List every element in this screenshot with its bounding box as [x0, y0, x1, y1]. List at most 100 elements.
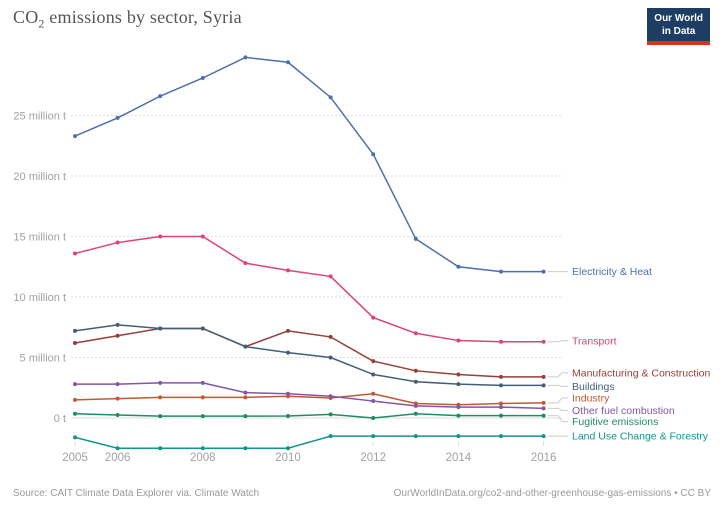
legend-label-fugitive-emissions[interactable]: Fugitive emissions — [572, 416, 658, 428]
data-point[interactable] — [158, 395, 163, 400]
data-point[interactable] — [541, 406, 546, 411]
data-point[interactable] — [73, 411, 77, 416]
data-point[interactable] — [243, 446, 248, 451]
data-point[interactable] — [371, 399, 376, 404]
data-point[interactable] — [541, 413, 546, 418]
data-point[interactable] — [115, 446, 120, 451]
data-point[interactable] — [158, 234, 163, 239]
series-line-transport[interactable] — [73, 234, 546, 344]
data-point[interactable] — [499, 405, 503, 410]
data-point[interactable] — [456, 413, 461, 418]
data-point[interactable] — [243, 261, 248, 266]
data-point[interactable] — [413, 368, 418, 373]
data-point[interactable] — [413, 403, 418, 408]
data-point[interactable] — [328, 434, 333, 439]
data-point[interactable] — [371, 372, 376, 377]
data-point[interactable] — [371, 315, 376, 320]
data-point[interactable] — [286, 350, 290, 355]
data-point[interactable] — [73, 435, 77, 440]
data-point[interactable] — [286, 328, 290, 333]
legend-label-electricity-heat[interactable]: Electricity & Heat — [572, 266, 652, 278]
data-point[interactable] — [115, 322, 120, 327]
data-point[interactable] — [73, 328, 77, 333]
series-line-manufacturing-construction[interactable] — [73, 326, 546, 379]
data-point[interactable] — [413, 331, 418, 336]
legend-label-buildings[interactable]: Buildings — [572, 381, 615, 393]
data-point[interactable] — [73, 134, 77, 139]
series-line-electricity-heat[interactable] — [73, 55, 546, 274]
data-point[interactable] — [200, 395, 205, 400]
data-point[interactable] — [371, 359, 376, 364]
data-point[interactable] — [456, 338, 461, 343]
data-point[interactable] — [115, 115, 120, 120]
owid-url-link[interactable]: OurWorldInData.org/co2-and-other-greenho… — [393, 488, 711, 499]
data-point[interactable] — [541, 400, 546, 405]
data-point[interactable] — [541, 383, 546, 388]
data-point[interactable] — [243, 414, 248, 419]
data-point[interactable] — [456, 372, 461, 377]
data-point[interactable] — [115, 412, 120, 417]
data-point[interactable] — [371, 152, 376, 157]
data-point[interactable] — [541, 374, 546, 379]
data-point[interactable] — [456, 434, 461, 439]
data-point[interactable] — [541, 269, 546, 274]
data-point[interactable] — [456, 264, 461, 269]
legend-label-other-fuel-combustion[interactable]: Other fuel combustion — [572, 405, 675, 417]
data-point[interactable] — [499, 269, 503, 274]
data-point[interactable] — [328, 274, 333, 279]
data-point[interactable] — [328, 394, 333, 399]
data-point[interactable] — [286, 413, 290, 418]
data-point[interactable] — [243, 395, 248, 400]
data-point[interactable] — [328, 95, 333, 100]
data-point[interactable] — [499, 434, 503, 439]
data-point[interactable] — [328, 355, 333, 360]
data-point[interactable] — [200, 380, 205, 385]
data-point[interactable] — [158, 446, 163, 451]
data-point[interactable] — [499, 401, 503, 406]
data-point[interactable] — [456, 405, 461, 410]
data-point[interactable] — [371, 416, 376, 420]
data-point[interactable] — [73, 382, 77, 387]
data-point[interactable] — [115, 333, 120, 338]
data-point[interactable] — [499, 383, 503, 388]
owid-logo[interactable]: Our World in Data — [647, 8, 710, 45]
data-point[interactable] — [286, 391, 290, 396]
data-point[interactable] — [413, 434, 418, 439]
series-line-land-use-change-forestry[interactable] — [73, 434, 546, 451]
data-point[interactable] — [371, 391, 376, 396]
data-point[interactable] — [73, 251, 77, 256]
data-point[interactable] — [286, 268, 290, 273]
data-point[interactable] — [243, 55, 248, 60]
legend-label-transport[interactable]: Transport — [572, 335, 617, 347]
data-point[interactable] — [115, 382, 120, 387]
data-point[interactable] — [200, 414, 205, 419]
data-point[interactable] — [499, 413, 503, 418]
data-point[interactable] — [158, 414, 163, 419]
data-point[interactable] — [328, 334, 333, 339]
data-point[interactable] — [115, 240, 120, 245]
data-point[interactable] — [200, 75, 205, 80]
data-point[interactable] — [371, 434, 376, 439]
data-point[interactable] — [286, 446, 290, 451]
data-point[interactable] — [413, 411, 418, 416]
data-point[interactable] — [413, 236, 418, 241]
legend-label-manufacturing-construction[interactable]: Manufacturing & Construction — [572, 367, 710, 379]
data-point[interactable] — [456, 382, 461, 387]
data-point[interactable] — [499, 374, 503, 379]
data-point[interactable] — [158, 94, 163, 99]
data-point[interactable] — [541, 339, 546, 344]
data-point[interactable] — [243, 344, 248, 349]
data-point[interactable] — [499, 339, 503, 344]
data-point[interactable] — [73, 397, 77, 402]
data-point[interactable] — [541, 434, 546, 439]
data-point[interactable] — [115, 396, 120, 401]
data-point[interactable] — [200, 326, 205, 331]
series-line-buildings[interactable] — [73, 322, 546, 388]
series-line-fugitive-emissions[interactable] — [73, 411, 546, 420]
data-point[interactable] — [158, 380, 163, 385]
data-point[interactable] — [286, 60, 290, 65]
series-line-other-fuel-combustion[interactable] — [73, 380, 546, 411]
data-point[interactable] — [243, 390, 248, 395]
data-point[interactable] — [413, 379, 418, 384]
